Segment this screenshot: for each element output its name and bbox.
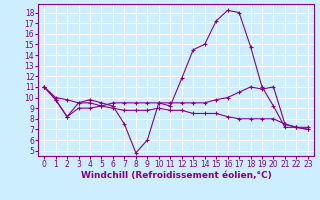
X-axis label: Windchill (Refroidissement éolien,°C): Windchill (Refroidissement éolien,°C) (81, 171, 271, 180)
